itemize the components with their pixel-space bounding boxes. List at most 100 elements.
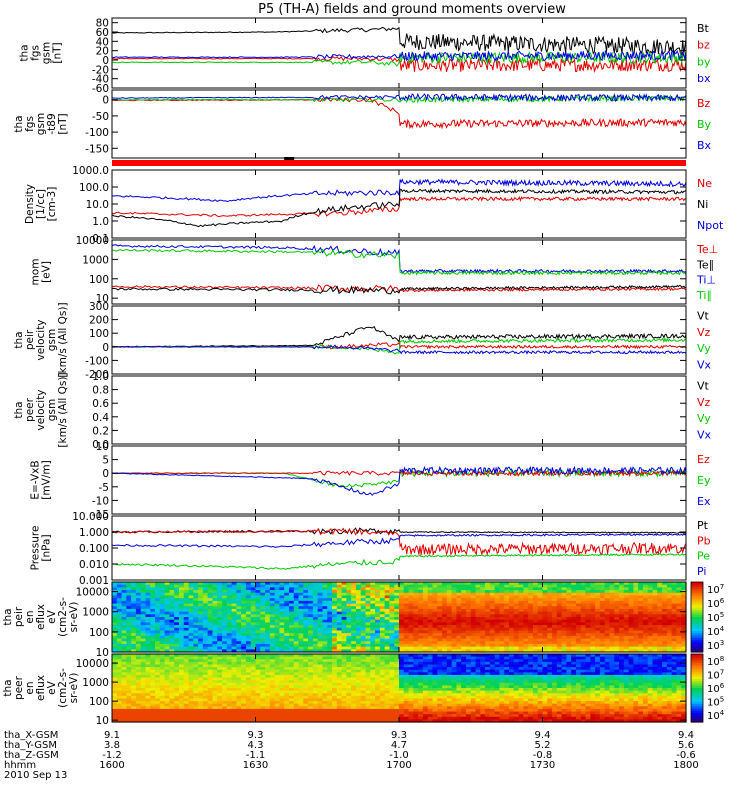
- y-axis-label: Density[1/cc][cm-3]: [24, 184, 58, 224]
- date-label: 2010 Sep 13: [4, 770, 67, 781]
- legend-entry: Ez: [697, 453, 710, 466]
- legend-entry: Te⊥: [696, 243, 718, 256]
- colorbar-tick-label: 108: [707, 655, 724, 668]
- y-axis-label-line: [eV]: [41, 261, 53, 283]
- y-axis-label: E=-VxB[mV/m]: [30, 460, 53, 499]
- legend-entry: Pe: [697, 550, 710, 563]
- y-axis-label: mom[eV]: [30, 259, 53, 286]
- y-axis-label-line: sr-eV): [68, 673, 80, 704]
- y-tick-label: 10.0: [86, 199, 109, 211]
- y-tick-label: -150: [85, 143, 109, 155]
- legend-entry: Ti∥: [696, 289, 712, 302]
- legend-entry: Bz: [697, 97, 711, 110]
- y-tick-label: 0.6: [92, 398, 109, 410]
- legend-entry: Ti⊥: [696, 274, 716, 287]
- series-line: [112, 27, 686, 54]
- legend-entry: Ne: [697, 177, 712, 190]
- y-axis-label-line: sr-eV): [68, 602, 80, 633]
- panel-pressure: 10.0001.0000.1000.0100.001Pressure[nPa]P…: [30, 511, 711, 587]
- panel-density: 1000.0100.010.01.00.1Density[1/cc][cm-3]…: [24, 165, 724, 245]
- legend-entry: Npot: [697, 219, 724, 232]
- y-tick-label: 0.2: [92, 425, 109, 437]
- legend-entry: Vz: [697, 396, 711, 409]
- y-tick-label: 10.000: [72, 511, 109, 523]
- y-tick-label: 10: [96, 441, 109, 453]
- time-axis-value: 1600: [99, 760, 124, 771]
- panel-frame: [112, 376, 686, 444]
- y-tick-label: 1000: [82, 254, 109, 266]
- y-tick-label: 0.100: [79, 543, 109, 555]
- legend-entry: bx: [697, 72, 711, 85]
- legend-entry: Bt: [697, 22, 710, 35]
- y-tick-label: -100: [85, 127, 109, 139]
- y-tick-label: 10000: [76, 587, 109, 599]
- y-tick-label: 1.0: [92, 216, 109, 228]
- colorbar-tick-label: 104: [707, 709, 725, 722]
- y-tick-label: 0: [102, 342, 109, 354]
- legend-entry: Ex: [697, 495, 711, 508]
- series-line: [112, 52, 686, 66]
- y-tick-label: 1000: [82, 677, 109, 689]
- colorbar-tick-label: 103: [707, 639, 724, 652]
- series-line: [112, 98, 686, 128]
- y-tick-label: 0.4: [92, 412, 109, 424]
- legend-entry: Vy: [697, 412, 711, 425]
- legend-entry: by: [697, 55, 711, 68]
- legend-entry: Te∥: [696, 258, 714, 271]
- y-tick-label: 100: [89, 627, 109, 639]
- chart-title: P5 (TH-A) fields and ground moments over…: [258, 2, 566, 17]
- time-axis-value: 1630: [243, 760, 268, 771]
- y-tick-label: 1000.0: [72, 165, 109, 177]
- y-tick-label: 0.8: [92, 385, 109, 397]
- y-tick-label: 1.0: [92, 371, 109, 383]
- y-tick-label: 10000: [76, 658, 109, 670]
- time-axis-value: 1700: [386, 760, 411, 771]
- y-tick-label: 0.010: [79, 559, 109, 571]
- colorbar-tick-label: 106: [707, 597, 725, 610]
- y-axis-label-line: [km/s (All Qs)]: [57, 372, 69, 447]
- legend-entry: Vy: [697, 342, 711, 355]
- legend-entry: Pb: [697, 534, 711, 547]
- legend-entry: Ey: [697, 474, 711, 487]
- legend-entry: Bx: [697, 139, 712, 152]
- y-tick-label: 200: [89, 315, 109, 327]
- legend-entry: Vx: [697, 428, 712, 441]
- y-tick-label: 1.000: [79, 527, 109, 539]
- y-tick-label: 0: [102, 468, 109, 480]
- legend-entry: Ni: [697, 198, 708, 211]
- legend-entry: Pt: [697, 519, 709, 532]
- series-line: [112, 554, 686, 570]
- y-axis-label-line: [mV/m]: [41, 460, 53, 499]
- y-tick-label: -5: [99, 482, 109, 494]
- y-tick-label: 100: [89, 328, 109, 340]
- y-axis-label-line: [nT]: [57, 113, 69, 134]
- colorbar-tick-label: 107: [707, 668, 724, 681]
- y-tick-label: 100: [89, 274, 109, 286]
- colorbar-tick-label: 107: [707, 583, 724, 596]
- y-tick-label: -10: [92, 495, 109, 507]
- y-tick-label: 1000: [82, 607, 109, 619]
- legend-entry: Pi: [697, 565, 706, 578]
- y-axis-label: Pressure[nPa]: [30, 526, 53, 571]
- y-tick-label: 5: [102, 455, 109, 467]
- y-tick-label: 0: [102, 95, 109, 107]
- time-axis-value: 1730: [530, 760, 555, 771]
- y-tick-label: 10: [96, 715, 109, 727]
